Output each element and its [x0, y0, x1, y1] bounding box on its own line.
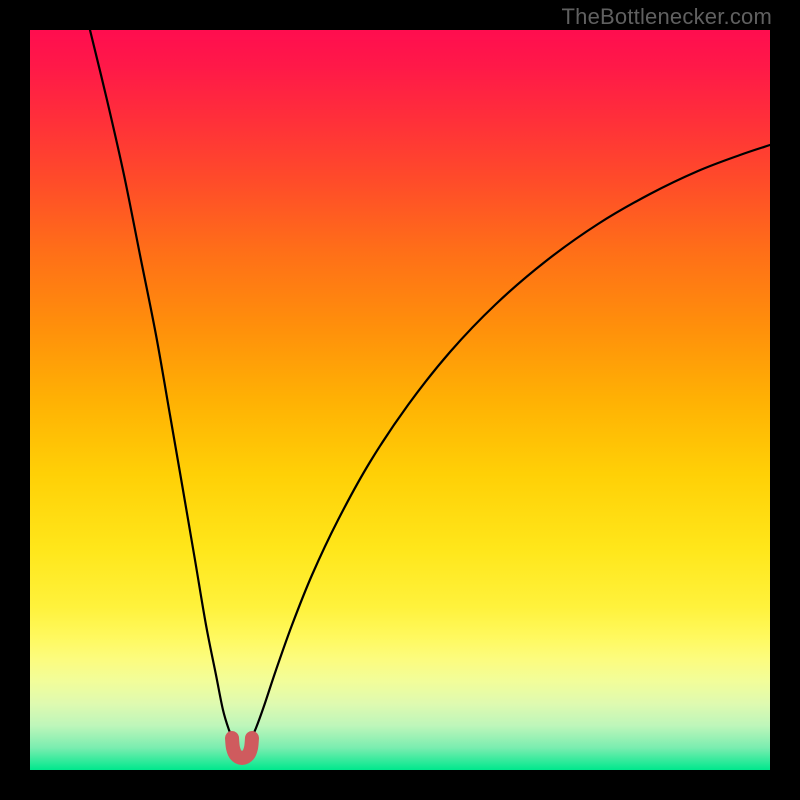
trough-marker [232, 738, 252, 758]
curve-right [251, 145, 770, 739]
curves-layer [30, 30, 770, 770]
plot-area [30, 30, 770, 770]
page-root: TheBottlenecker.com [0, 0, 800, 800]
watermark-text: TheBottlenecker.com [562, 4, 772, 30]
curve-left [90, 30, 233, 739]
